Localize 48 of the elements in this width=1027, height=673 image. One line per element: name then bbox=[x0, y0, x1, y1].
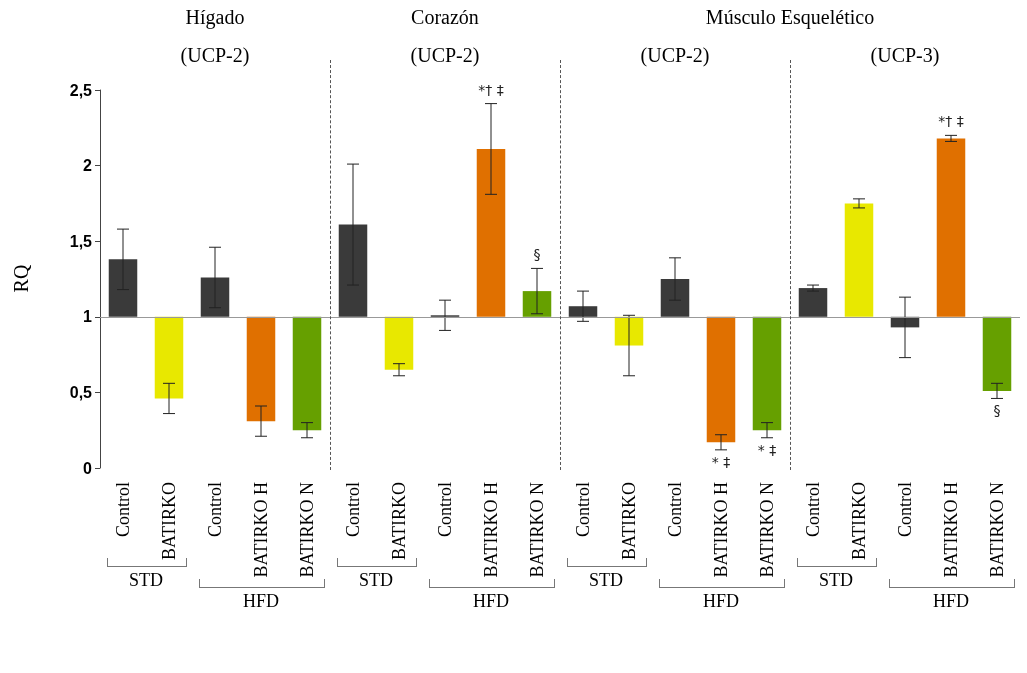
annotation: * ‡ bbox=[711, 453, 731, 470]
x-tick-label: Control bbox=[803, 482, 823, 538]
text: HFD bbox=[242, 590, 280, 612]
text: (UCP-2) bbox=[179, 44, 251, 67]
x-tick-label: Control bbox=[205, 482, 225, 538]
annotation: § bbox=[993, 402, 1001, 419]
x-tick-label: BATIRKO N bbox=[987, 482, 1007, 578]
text: (UCP-2) bbox=[639, 44, 711, 67]
x-tick-label: BATIRKO H bbox=[941, 482, 961, 578]
x-tick-label: Control bbox=[343, 482, 363, 538]
text: STD bbox=[128, 569, 164, 591]
x-tick-label: Control bbox=[113, 482, 133, 538]
annotation: * ‡ bbox=[757, 441, 777, 458]
text: STD bbox=[358, 569, 394, 591]
text: (UCP-3) bbox=[869, 44, 941, 67]
text: Hígado bbox=[184, 6, 246, 29]
text: Músculo Esquelético bbox=[704, 6, 876, 29]
text: (UCP-2) bbox=[409, 44, 481, 67]
y-tick-label: 0,5 bbox=[69, 383, 93, 401]
x-tick-label: Control bbox=[665, 482, 685, 538]
x-tick-label: BATIRKO H bbox=[251, 482, 271, 578]
text: Corazón bbox=[410, 6, 480, 29]
text: HFD bbox=[702, 590, 740, 612]
x-tick-label: BATIRKO bbox=[619, 482, 639, 561]
annotation: § bbox=[533, 246, 541, 263]
x-tick-label: BATIRKO N bbox=[297, 482, 317, 578]
x-tick-label: BATIRKO H bbox=[711, 482, 731, 578]
y-tick-label: 1 bbox=[83, 308, 93, 326]
text: HFD bbox=[932, 590, 970, 612]
x-tick-label: BATIRKO H bbox=[481, 482, 501, 578]
x-tick-label: BATIRKO N bbox=[757, 482, 777, 578]
text: HFD bbox=[472, 590, 510, 612]
x-tick-label: BATIRKO bbox=[849, 482, 869, 561]
x-tick-label: BATIRKO bbox=[389, 482, 409, 561]
y-tick-label: 1,5 bbox=[69, 232, 93, 250]
x-tick-label: Control bbox=[573, 482, 593, 538]
y-tick-label: 2 bbox=[83, 157, 93, 175]
y-axis-title: RQ bbox=[10, 264, 34, 293]
text: STD bbox=[588, 569, 624, 591]
annotation: *† ‡ bbox=[938, 113, 964, 130]
x-tick-label: Control bbox=[435, 482, 455, 538]
text: STD bbox=[818, 569, 854, 591]
y-tick-label: 2,5 bbox=[69, 81, 93, 99]
x-tick-label: BATIRKO bbox=[159, 482, 179, 561]
x-tick-label: Control bbox=[895, 482, 915, 538]
annotation: *† ‡ bbox=[478, 81, 504, 98]
x-tick-label: BATIRKO N bbox=[527, 482, 547, 578]
y-tick-label: 0 bbox=[83, 459, 93, 477]
